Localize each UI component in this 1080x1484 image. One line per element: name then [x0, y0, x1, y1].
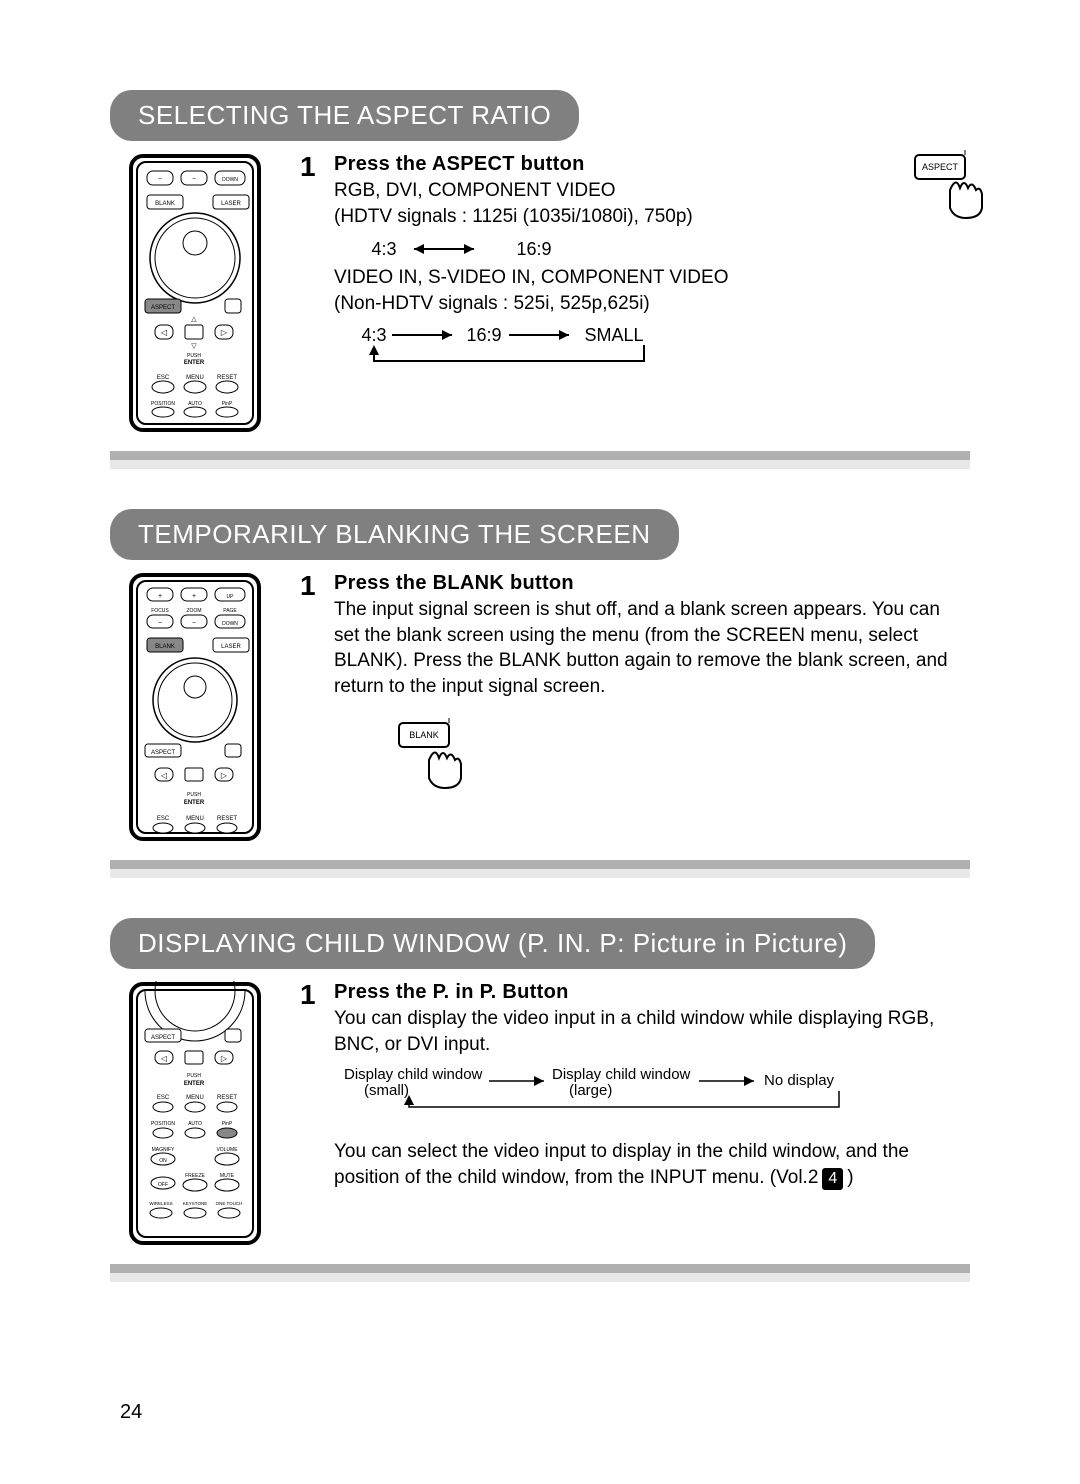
step-title: Press the ASPECT button — [334, 153, 970, 176]
svg-text:FOCUS: FOCUS — [151, 608, 169, 614]
svg-text:▷: ▷ — [221, 1054, 228, 1063]
svg-text:DOWN: DOWN — [222, 621, 238, 627]
svg-text:ESC: ESC — [157, 375, 170, 381]
svg-text:16:9: 16:9 — [466, 325, 501, 345]
svg-text:+: + — [158, 593, 162, 600]
svg-text:WIRELESS: WIRELESS — [149, 1201, 172, 1206]
svg-text:SMALL: SMALL — [584, 325, 643, 345]
svg-text:DOWN: DOWN — [222, 177, 238, 183]
svg-text:POSITION: POSITION — [151, 1121, 175, 1127]
svg-text:ESC: ESC — [157, 816, 170, 822]
svg-text:AUTO: AUTO — [188, 401, 202, 407]
svg-text:No display: No display — [764, 1072, 835, 1089]
section-divider — [110, 860, 970, 878]
svg-text:ASPECT: ASPECT — [151, 1035, 175, 1041]
svg-text:▽: ▽ — [191, 343, 197, 350]
svg-text:△: △ — [191, 316, 197, 323]
svg-text:▷: ▷ — [221, 328, 228, 337]
body-text-2: You can select the video input to displa… — [334, 1139, 970, 1190]
svg-text:−: − — [192, 620, 196, 627]
step-number: 1 — [300, 153, 328, 181]
svg-text:KEYSTONE: KEYSTONE — [183, 1201, 207, 1206]
step-number: 1 — [300, 981, 328, 1009]
remote-illustration: + + UP FOCUS ZOOM PAGE − − DOWN BLANK LA… — [110, 572, 280, 842]
svg-text:MENU: MENU — [186, 1095, 204, 1101]
svg-text:LASER: LASER — [221, 201, 241, 207]
svg-text:ZOOM: ZOOM — [187, 608, 202, 614]
svg-text:ON: ON — [159, 1158, 167, 1164]
svg-text:ENTER: ENTER — [184, 1081, 205, 1087]
svg-text:◁: ◁ — [161, 771, 168, 780]
svg-text:MAGNIFY: MAGNIFY — [152, 1147, 175, 1153]
svg-text:ENTER: ENTER — [184, 800, 205, 806]
svg-text:BLANK: BLANK — [155, 644, 175, 650]
svg-text:◁: ◁ — [161, 328, 168, 337]
svg-text:RESET: RESET — [217, 1095, 237, 1101]
svg-text:ESC: ESC — [157, 1095, 170, 1101]
svg-text:−: − — [192, 176, 196, 183]
svg-text:ONE TOUCH: ONE TOUCH — [216, 1201, 243, 1206]
section-title: DISPLAYING CHILD WINDOW (P. IN. P: Pictu… — [110, 918, 875, 969]
svg-text:MENU: MENU — [186, 816, 204, 822]
vol-badge: 4 — [822, 1168, 843, 1190]
body-text: RGB, DVI, COMPONENT VIDEO (HDTV signals … — [334, 178, 970, 375]
svg-text:Display child window: Display child window — [552, 1066, 691, 1083]
svg-text:−: − — [158, 620, 162, 627]
svg-text:ENTER: ENTER — [184, 360, 205, 366]
svg-text:OFF: OFF — [158, 1182, 168, 1188]
step-title: Press the BLANK button — [334, 572, 970, 595]
svg-text:16:9: 16:9 — [516, 239, 551, 259]
pinp-flow-diagram: Display child window (small) Display chi… — [334, 1065, 894, 1125]
page-number: 24 — [120, 1401, 142, 1424]
svg-text:LASER: LASER — [221, 644, 241, 650]
svg-text:ASPECT: ASPECT — [151, 305, 175, 311]
svg-text:PUSH: PUSH — [187, 353, 201, 359]
svg-text:MUTE: MUTE — [220, 1173, 235, 1179]
svg-text:FREEZE: FREEZE — [185, 1173, 205, 1179]
svg-text:−: − — [158, 176, 162, 183]
svg-text:VOLUME: VOLUME — [216, 1147, 238, 1153]
aspect-button-icon: ASPECT — [910, 150, 990, 235]
section-aspect-ratio: SELECTING THE ASPECT RATIO − − DOWN BLAN… — [110, 90, 970, 469]
svg-text:POSITION: POSITION — [151, 401, 175, 407]
svg-text:AUTO: AUTO — [188, 1121, 202, 1127]
svg-text:PinP: PinP — [222, 401, 233, 407]
svg-text:ASPECT: ASPECT — [151, 750, 175, 756]
svg-text:(small): (small) — [364, 1082, 409, 1099]
body-text-1: You can display the video input in a chi… — [334, 1006, 970, 1057]
section-blank-screen: TEMPORARILY BLANKING THE SCREEN + + UP F… — [110, 509, 970, 878]
blank-button-icon: BLANK — [394, 718, 484, 803]
svg-text:Display child window: Display child window — [344, 1066, 483, 1083]
svg-text:RESET: RESET — [217, 816, 237, 822]
svg-text:PUSH: PUSH — [187, 1073, 201, 1079]
svg-text:▷: ▷ — [221, 771, 228, 780]
svg-text:MENU: MENU — [186, 375, 204, 381]
svg-text:ASPECT: ASPECT — [922, 162, 959, 172]
step-title: Press the P. in P. Button — [334, 981, 970, 1004]
svg-text:+: + — [192, 593, 196, 600]
svg-text:◁: ◁ — [161, 1054, 168, 1063]
svg-text:4:3: 4:3 — [361, 325, 386, 345]
section-divider — [110, 451, 970, 469]
svg-text:PinP: PinP — [222, 1121, 233, 1127]
svg-text:BLANK: BLANK — [155, 201, 175, 207]
svg-text:(large): (large) — [569, 1082, 612, 1099]
body-text: The input signal screen is shut off, and… — [334, 597, 970, 700]
svg-text:RESET: RESET — [217, 375, 237, 381]
svg-text:PUSH: PUSH — [187, 792, 201, 798]
svg-text:BLANK: BLANK — [409, 730, 439, 740]
step-number: 1 — [300, 572, 328, 600]
section-divider — [110, 1264, 970, 1282]
section-pinp: DISPLAYING CHILD WINDOW (P. IN. P: Pictu… — [110, 918, 970, 1282]
svg-text:UP: UP — [227, 594, 235, 600]
svg-text:PAGE: PAGE — [223, 608, 237, 614]
section-title: TEMPORARILY BLANKING THE SCREEN — [110, 509, 679, 560]
section-title: SELECTING THE ASPECT RATIO — [110, 90, 579, 141]
remote-illustration: ASPECT ◁ ▷ PUSH ENTER ESC MENU RESET POS… — [110, 981, 280, 1246]
svg-text:4:3: 4:3 — [371, 239, 396, 259]
remote-illustration: − − DOWN BLANK LASER ASPECT ◁ ▷ △ ▽ PUSH — [110, 153, 280, 433]
